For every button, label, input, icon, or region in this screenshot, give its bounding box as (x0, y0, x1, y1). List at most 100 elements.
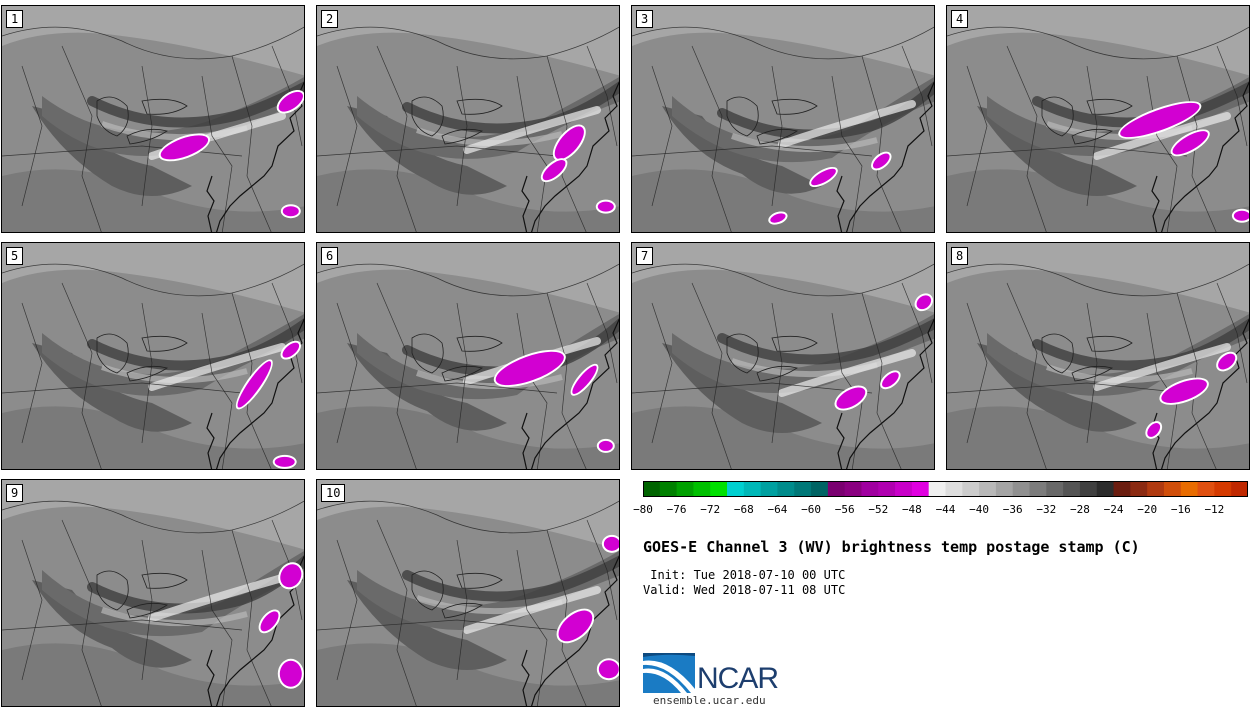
color-scale-swatch (945, 481, 963, 497)
cold-cloud-top (274, 456, 295, 467)
panel-number: 4 (951, 10, 969, 28)
color-scale-swatch (1197, 481, 1215, 497)
water-vapor-map (2, 480, 304, 706)
color-scale-swatch (1046, 481, 1064, 497)
water-vapor-map (2, 243, 304, 469)
color-scale-swatch (710, 481, 728, 497)
panel-number: 1 (6, 10, 24, 28)
ncar-logo-text: NCAR (697, 662, 779, 695)
postage-stamp-panel: 1 (1, 5, 305, 233)
color-scale-swatch (794, 481, 812, 497)
color-scale-swatch (1096, 481, 1115, 497)
website-url: ensemble.ucar.edu (653, 694, 766, 707)
cold-cloud-top (597, 201, 614, 212)
panel-number: 7 (636, 247, 654, 265)
color-scale-tick-label: −52 (868, 503, 889, 516)
color-scale-tick-label: −44 (935, 503, 956, 516)
cold-cloud-top (278, 91, 303, 112)
cold-cloud-top (495, 351, 564, 386)
water-vapor-map (947, 243, 1249, 469)
panel-number: 2 (321, 10, 339, 28)
cold-cloud-top (882, 372, 899, 388)
postage-stamp-panel: 9 (1, 479, 305, 707)
color-scale-swatch (1231, 481, 1248, 497)
postage-stamp-panel: 5 (1, 242, 305, 470)
cold-cloud-top (237, 361, 272, 408)
postage-stamp-panel: 6 (316, 242, 620, 470)
panel-number: 3 (636, 10, 654, 28)
color-scale-tick-label: −16 (1170, 503, 1191, 516)
color-scale-swatch (1130, 481, 1148, 497)
color-scale-swatch (827, 481, 846, 497)
color-scale-swatch (995, 481, 1014, 497)
color-scale-tick-label: −68 (733, 503, 754, 516)
cold-cloud-top (836, 387, 866, 409)
cold-cloud-top (916, 295, 932, 310)
color-scale-tick-label: −56 (834, 503, 855, 516)
cold-cloud-top (1147, 423, 1161, 437)
cold-cloud-top (811, 168, 836, 186)
color-scale-bar (643, 481, 1248, 497)
water-vapor-map (2, 6, 304, 232)
cold-cloud-top (554, 126, 584, 160)
color-scale-swatch (1012, 481, 1031, 497)
color-scale-swatch (861, 481, 879, 497)
cold-cloud-top (598, 660, 619, 679)
postage-stamp-panel: 4 (946, 5, 1250, 233)
color-scale-swatch (1029, 481, 1047, 497)
color-scale-swatch (1214, 481, 1232, 497)
water-vapor-map (632, 243, 934, 469)
color-scale-tick-label: −40 (969, 503, 990, 516)
cold-cloud-top (282, 206, 299, 217)
cold-cloud-top (1172, 131, 1208, 155)
color-scale-swatch (760, 481, 778, 497)
color-scale-swatch (643, 481, 661, 497)
cold-cloud-top (1233, 210, 1249, 221)
color-scale-tick-label: −76 (666, 503, 687, 516)
color-scale-tick-label: −80 (633, 503, 653, 516)
color-scale-swatch (895, 481, 913, 497)
color-scale-tick-label: −12 (1204, 503, 1225, 516)
cold-cloud-top (572, 365, 597, 394)
color-scale-swatch (844, 481, 862, 497)
cold-cloud-top (282, 342, 300, 358)
ncar-logo-icon (643, 653, 695, 693)
color-scale-tick-label: −36 (1002, 503, 1023, 516)
color-scale-swatch (1063, 481, 1081, 497)
panel-number: 8 (951, 247, 969, 265)
cold-cloud-top (280, 564, 302, 588)
cold-cloud-top (279, 660, 302, 687)
water-vapor-map (317, 243, 619, 469)
cold-cloud-top (160, 135, 209, 160)
color-scale-swatch (1079, 481, 1098, 497)
color-scale-swatch (693, 481, 711, 497)
cold-cloud-top (1161, 379, 1207, 403)
water-vapor-map (317, 480, 619, 706)
postage-stamp-panel: 2 (316, 5, 620, 233)
color-scale-tick-label: −64 (767, 503, 788, 516)
color-scale-swatch (928, 481, 946, 497)
water-vapor-map (632, 6, 934, 232)
water-vapor-map (317, 6, 619, 232)
color-scale-swatch (911, 481, 930, 497)
color-scale-swatch (878, 481, 896, 497)
cold-cloud-top (598, 440, 613, 451)
color-scale-tick-label: −32 (1036, 503, 1057, 516)
cold-cloud-top (542, 160, 566, 181)
color-scale-swatch (811, 481, 829, 497)
color-scale-swatch (743, 481, 762, 497)
color-scale-swatch (979, 481, 997, 497)
cold-cloud-top (1218, 353, 1236, 370)
water-vapor-map (947, 6, 1249, 232)
color-scale-swatch (1180, 481, 1199, 497)
color-scale-tick-label: −28 (1070, 503, 1090, 516)
color-scale-tick-label: −20 (1137, 503, 1158, 516)
color-scale-tick-label: −24 (1103, 503, 1124, 516)
color-scale-swatch (676, 481, 694, 497)
color-scale-swatch (777, 481, 795, 497)
cold-cloud-top (558, 610, 593, 642)
cold-cloud-top (770, 213, 786, 223)
color-scale-swatch (1113, 481, 1131, 497)
valid-time: Valid: Wed 2018-07-11 08 UTC (643, 583, 846, 597)
postage-stamp-panel: 10 (316, 479, 620, 707)
